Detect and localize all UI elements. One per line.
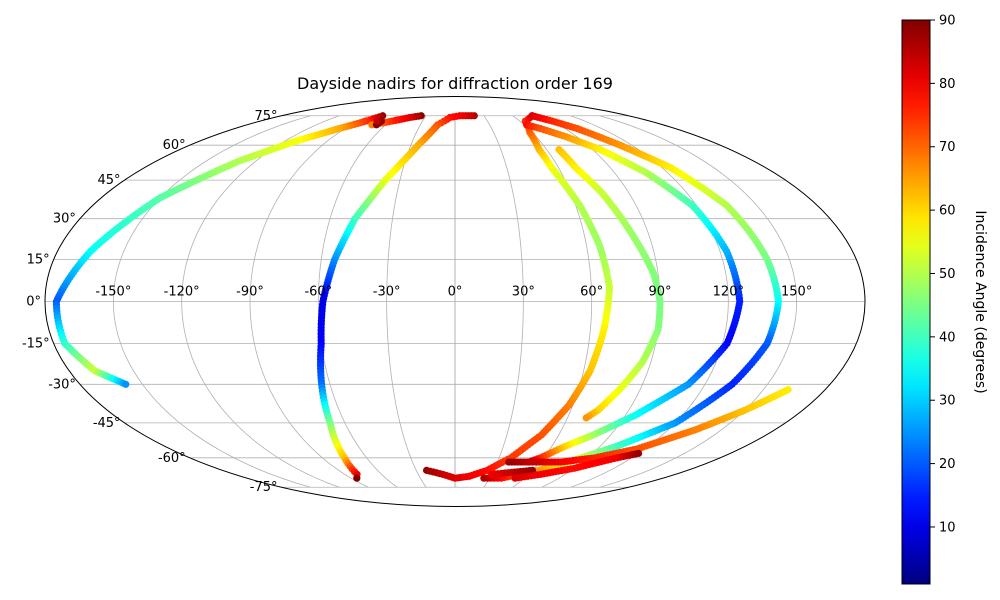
longitude-tick-label: -150° (95, 285, 131, 300)
colorbar-ticks: 10 20 30 40 50 60 70 80 90 (930, 14, 956, 535)
meridian-line (386, 115, 427, 488)
longitude-tick-label: 30° (512, 285, 535, 300)
colorbar-tick-label: 10 (939, 520, 956, 535)
nadir-point (784, 386, 792, 394)
latitude-tick-label: 75° (254, 109, 277, 124)
meridian-line (570, 115, 729, 488)
longitude-tick-label: 120° (713, 285, 744, 300)
longitude-tick-label: -60° (304, 285, 332, 300)
latitude-tick-label: -15° (22, 336, 50, 351)
longitude-tick-label: -120° (164, 285, 200, 300)
colorbar-label: Incidence Angle (degrees) (972, 210, 988, 393)
colorbar-tick-label: 50 (939, 267, 956, 282)
longitude-tick-label: -30° (373, 285, 401, 300)
meridian-line (112, 115, 311, 488)
nadir-point (480, 474, 488, 482)
latitude-tick-label: 60° (163, 138, 186, 153)
nadir-point (582, 414, 590, 422)
colorbar-tick-label: 30 (939, 394, 956, 409)
longitude-tick-label: 0° (448, 285, 463, 300)
latitude-tick-label: 15° (27, 253, 50, 268)
colorbar-tick-label: 40 (939, 330, 956, 345)
longitude-tick-label: 60° (580, 285, 603, 300)
latitude-tick-label: 0° (26, 295, 41, 310)
latitude-tick-label: -30° (48, 377, 76, 392)
nadir-point (634, 449, 643, 457)
meridian-line (483, 115, 524, 488)
graticule (45, 115, 865, 488)
longitude-tick-label: 90° (648, 285, 671, 300)
colorbar-tick-label: 90 (939, 14, 956, 29)
longitude-tick-label: -90° (236, 285, 264, 300)
colorbar: 10 20 30 40 50 60 70 80 90 Incidence Angle (degr… (901, 14, 988, 585)
meridian-line (512, 115, 593, 488)
longitude-tick-labels: -150° -120° -90° -60° -30° 0° 30° 60° 90° 120° 150… (95, 285, 812, 300)
nadir-points (52, 112, 792, 482)
map-boundary (44, 96, 866, 507)
meridian-line (599, 115, 798, 488)
latitude-tick-labels: -75° -60° -45° -30° -15° 0° 15° 30° 45° 60° 75° (22, 109, 278, 495)
meridian-line (181, 115, 340, 488)
nadir-point (373, 117, 381, 125)
latitude-tick-label: 30° (53, 212, 76, 227)
latitude-tick-label: -45° (93, 416, 121, 431)
nadir-point (122, 380, 130, 388)
latitude-tick-label: 45° (98, 173, 121, 188)
nadir-point (353, 474, 361, 482)
colorbar-gradient (901, 19, 931, 585)
longitude-tick-label: 150° (781, 285, 812, 300)
latitude-tick-label: -60° (158, 451, 186, 466)
colorbar-tick-label: 70 (939, 140, 956, 155)
colorbar-tick-label: 80 (939, 77, 956, 92)
colorbar-tick-label: 60 (939, 204, 956, 219)
latitude-tick-label: -75° (250, 480, 278, 495)
meridian-line (249, 115, 369, 488)
chart-title: Dayside nadirs for diffraction order 169 (297, 74, 613, 93)
colorbar-tick-label: 20 (939, 457, 956, 472)
meridian-line (317, 115, 398, 488)
